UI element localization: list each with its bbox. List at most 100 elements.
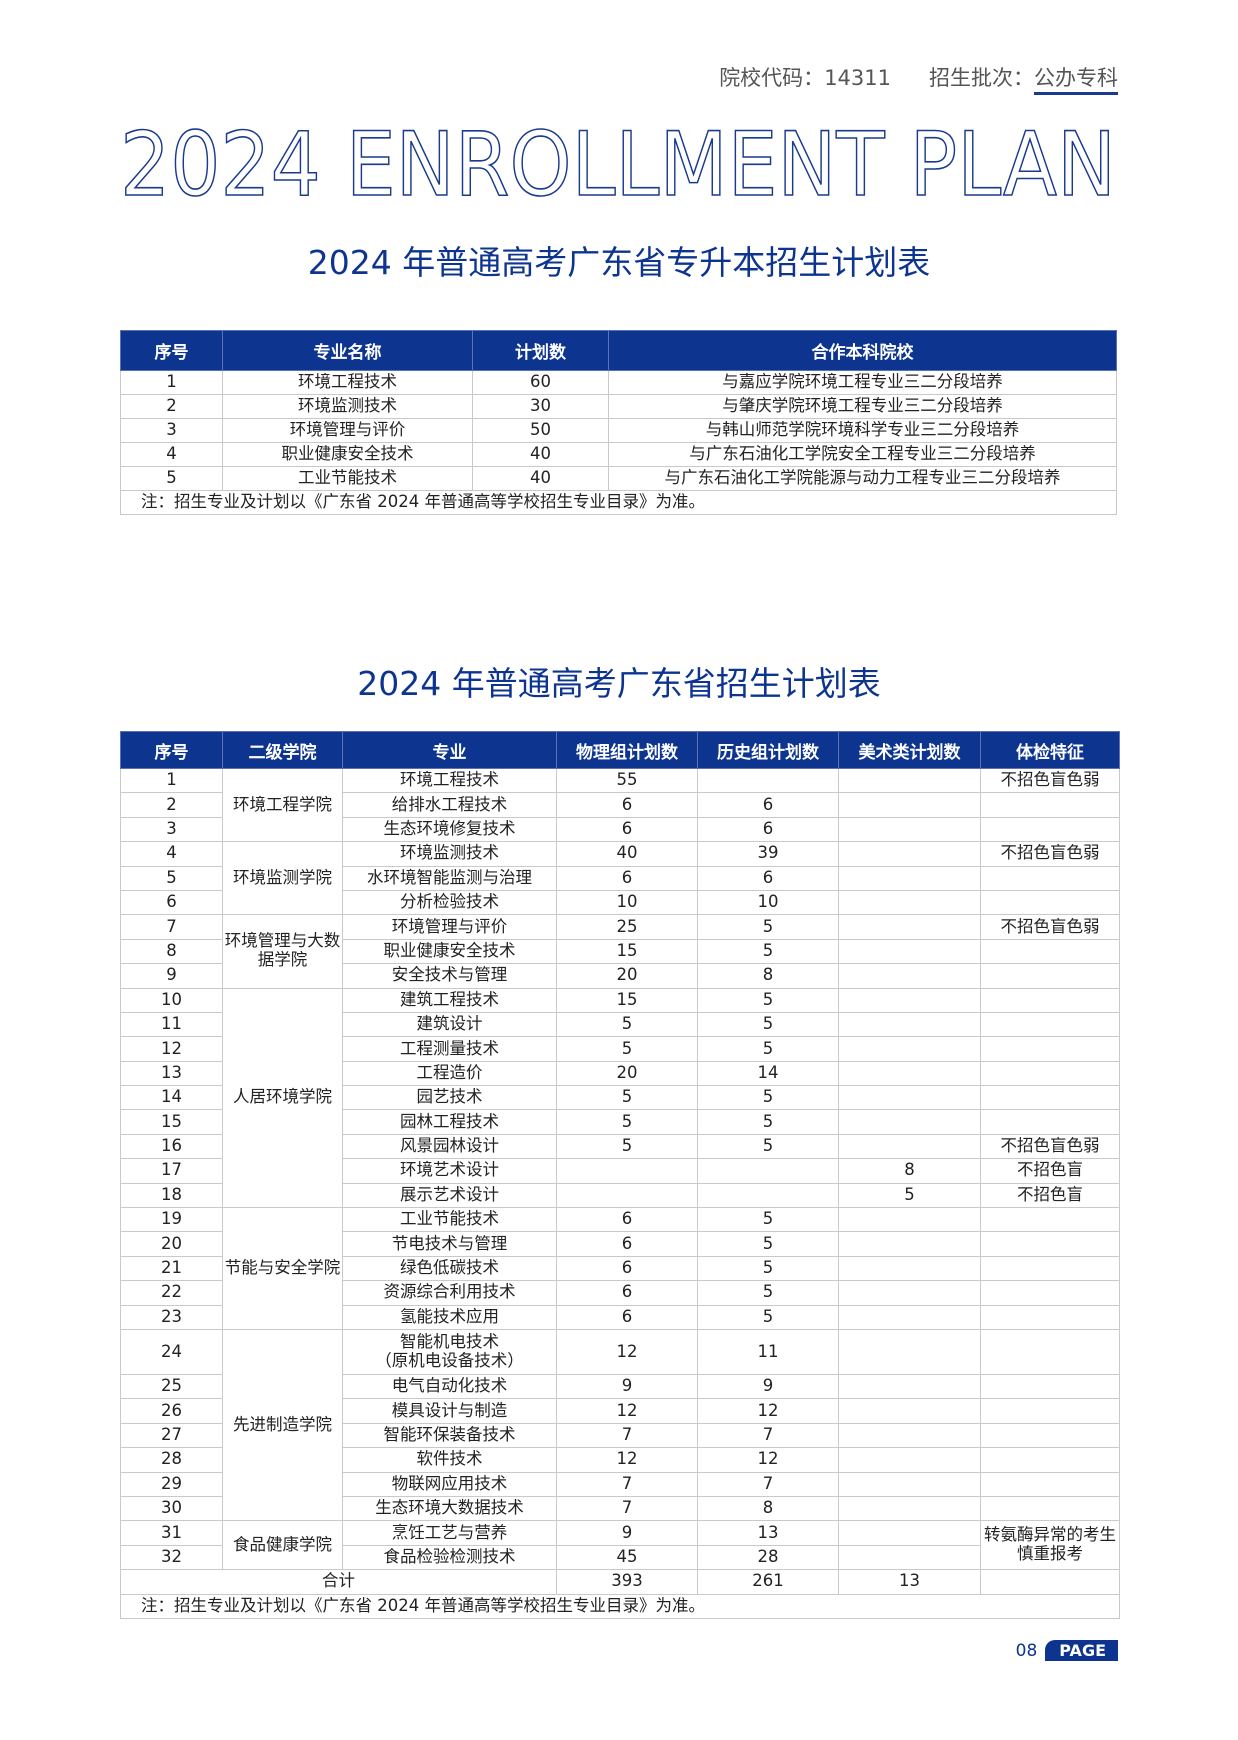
- exam-requirement: [980, 889, 1120, 916]
- exam-requirement: [980, 1398, 1120, 1424]
- table-cell: 50: [472, 418, 609, 443]
- row-number: 25: [120, 1373, 223, 1400]
- art-count: [838, 914, 981, 940]
- major-name: 给排水工程技术: [342, 792, 557, 818]
- college-name: 环境工程学院: [222, 767, 343, 843]
- art-count: [838, 841, 981, 867]
- table-row: 22 资源综合利用技术 6 5: [120, 1280, 1120, 1306]
- table-row: 2 环境监测技术 30 与肇庆学院环境工程专业三二分段培养: [120, 394, 1117, 419]
- exam-requirement: [980, 987, 1120, 1013]
- major-name: 物联网应用技术: [342, 1471, 557, 1497]
- major-name: 建筑工程技术: [342, 987, 557, 1013]
- exam-requirement: [980, 938, 1120, 965]
- art-count: [838, 938, 981, 965]
- physics-count: 55: [556, 767, 698, 794]
- history-count: 5: [697, 987, 839, 1013]
- major-name: 工程造价: [342, 1060, 557, 1087]
- header-meta: 院校代码：14311 招生批次：公办专科: [719, 62, 1118, 95]
- column-header: 序号: [120, 731, 223, 769]
- art-count: [838, 1398, 981, 1424]
- major-name: 食品检验检测技术: [342, 1544, 557, 1571]
- physics-count: 7: [556, 1471, 698, 1497]
- table-row: 19 节能与安全学院 工业节能技术 6 5: [120, 1207, 1120, 1330]
- physics-count: 20: [556, 1060, 698, 1087]
- major-name: 软件技术: [342, 1447, 557, 1473]
- table-row: 5 水环境智能监测与治理 6 6: [120, 865, 1120, 891]
- table-cell: 3: [120, 418, 223, 443]
- art-count: [838, 1280, 981, 1306]
- exam-requirement: [980, 1422, 1120, 1449]
- history-count: 12: [697, 1447, 839, 1473]
- exam-requirement: [980, 1109, 1120, 1135]
- table-row: 7 环境管理与大数据学院 环境管理与评价 25 5 不招色盲色弱: [120, 914, 1120, 989]
- art-count: [838, 1471, 981, 1497]
- major-name: 氢能技术应用: [342, 1304, 557, 1330]
- art-count: [838, 1544, 981, 1571]
- table-row: 31 食品健康学院 烹饪工艺与营养 9 13 转氨酶异常的考生慎重报考: [120, 1520, 1120, 1571]
- table-cell: 与肇庆学院环境工程专业三二分段培养: [608, 394, 1117, 419]
- art-count: [838, 1231, 981, 1257]
- major-name: 工业节能技术: [342, 1207, 557, 1233]
- row-number: 18: [120, 1182, 223, 1209]
- major-name: 环境工程技术: [342, 767, 557, 794]
- table-row: 27 智能环保装备技术 7 7: [120, 1422, 1120, 1449]
- table-cell: 40: [472, 466, 609, 491]
- table-cell: 1: [120, 370, 223, 395]
- physics-count: 7: [556, 1495, 698, 1522]
- college-name: 先进制造学院: [222, 1328, 343, 1522]
- exam-requirement: [980, 963, 1120, 989]
- physics-count: 40: [556, 841, 698, 867]
- history-count: 5: [697, 1085, 839, 1111]
- physics-count: 15: [556, 987, 698, 1013]
- row-number: 9: [120, 963, 223, 989]
- exam-requirement: [980, 1328, 1120, 1375]
- row-number: 23: [120, 1304, 223, 1330]
- history-count: 5: [697, 1255, 839, 1282]
- row-number: 22: [120, 1280, 223, 1306]
- table-row: 1 环境工程学院 环境工程技术 55 不招色盲色弱: [120, 767, 1120, 843]
- major-name: 水环境智能监测与治理: [342, 865, 557, 891]
- college-name: 环境监测学院: [222, 841, 343, 916]
- major-name: 电气自动化技术: [342, 1373, 557, 1400]
- history-count: 5: [697, 938, 839, 965]
- table-cell: 30: [472, 394, 609, 419]
- row-number: 2: [120, 792, 223, 818]
- exam-requirement: 转氨酶异常的考生慎重报考: [980, 1520, 1120, 1571]
- art-count: [838, 1447, 981, 1473]
- history-count: 5: [697, 914, 839, 940]
- table-cell: 与广东石油化工学院能源与动力工程专业三二分段培养: [608, 466, 1117, 491]
- table-row: 6 分析检验技术 10 10: [120, 889, 1120, 916]
- exam-requirement: [980, 1085, 1120, 1111]
- table-cell: 5: [120, 466, 223, 491]
- total-row: 合计 393 261 13: [120, 1569, 1120, 1595]
- row-number: 24: [120, 1328, 223, 1375]
- row-number: 6: [120, 889, 223, 916]
- row-number: 31: [120, 1520, 223, 1546]
- major-name: 生态环境修复技术: [342, 816, 557, 843]
- table-cell: 与广东石油化工学院安全工程专业三二分段培养: [608, 442, 1117, 467]
- table2-title: 2024 年普通高考广东省招生计划表: [357, 664, 881, 703]
- art-count: [838, 1304, 981, 1330]
- major-name: 生态环境大数据技术: [342, 1495, 557, 1522]
- row-number: 30: [120, 1495, 223, 1522]
- table-row: 4 环境监测学院 环境监测技术 40 39 不招色盲色弱: [120, 841, 1120, 916]
- exam-requirement: [980, 1304, 1120, 1330]
- art-count: [838, 1520, 981, 1546]
- table-cell: 40: [472, 442, 609, 467]
- physics-count: 20: [556, 963, 698, 989]
- exam-requirement: [980, 1231, 1120, 1257]
- row-number: 5: [120, 865, 223, 891]
- physics-count: 6: [556, 1231, 698, 1257]
- history-count: 9: [697, 1373, 839, 1400]
- physics-count: 5: [556, 1133, 698, 1160]
- table-row: 4 职业健康安全技术 40 与广东石油化工学院安全工程专业三二分段培养: [120, 442, 1117, 467]
- upgrade-plan-table: 序号 专业名称 计划数 合作本科院校 1 环境工程技术 60 与嘉应学院环境工程专业三二分段培…: [120, 330, 1117, 515]
- column-header: 体检特征: [980, 731, 1120, 769]
- table-cell: 60: [472, 370, 609, 395]
- exam-requirement: [980, 1373, 1120, 1400]
- physics-count: 25: [556, 914, 698, 940]
- table-row: 14 园艺技术 5 5: [120, 1085, 1120, 1111]
- table-cell: 工业节能技术: [222, 466, 473, 491]
- history-count: 28: [697, 1544, 839, 1571]
- physics-count: 6: [556, 792, 698, 818]
